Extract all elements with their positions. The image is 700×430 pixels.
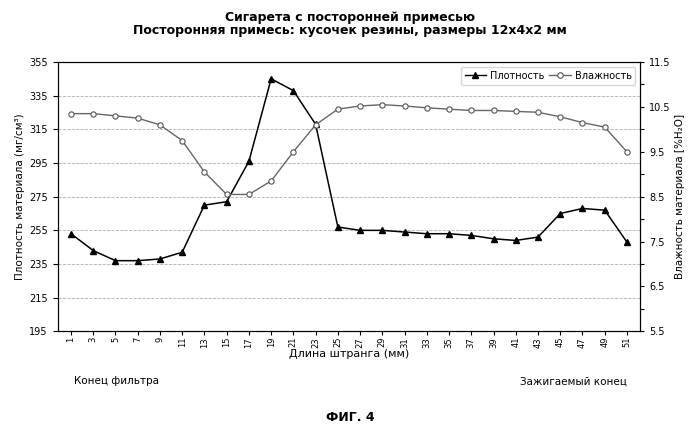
Text: Конец фильтра: Конец фильтра (74, 376, 158, 386)
X-axis label: Длина штранга (мм): Длина штранга (мм) (289, 349, 409, 359)
Text: Зажигаемый конец: Зажигаемый конец (519, 376, 626, 386)
Text: Сигарета с посторонней примесью: Сигарета с посторонней примесью (225, 11, 475, 24)
Text: ФИГ. 4: ФИГ. 4 (326, 411, 374, 424)
Y-axis label: Влажность материала [%H₂O]: Влажность материала [%H₂O] (675, 114, 685, 279)
Y-axis label: Плотность материала (мг/см³): Плотность материала (мг/см³) (15, 114, 25, 280)
Text: Посторонняя примесь: кусочек резины, размеры 12х4х2 мм: Посторонняя примесь: кусочек резины, раз… (133, 24, 567, 37)
Legend: Плотность, Влажность: Плотность, Влажность (461, 67, 636, 85)
